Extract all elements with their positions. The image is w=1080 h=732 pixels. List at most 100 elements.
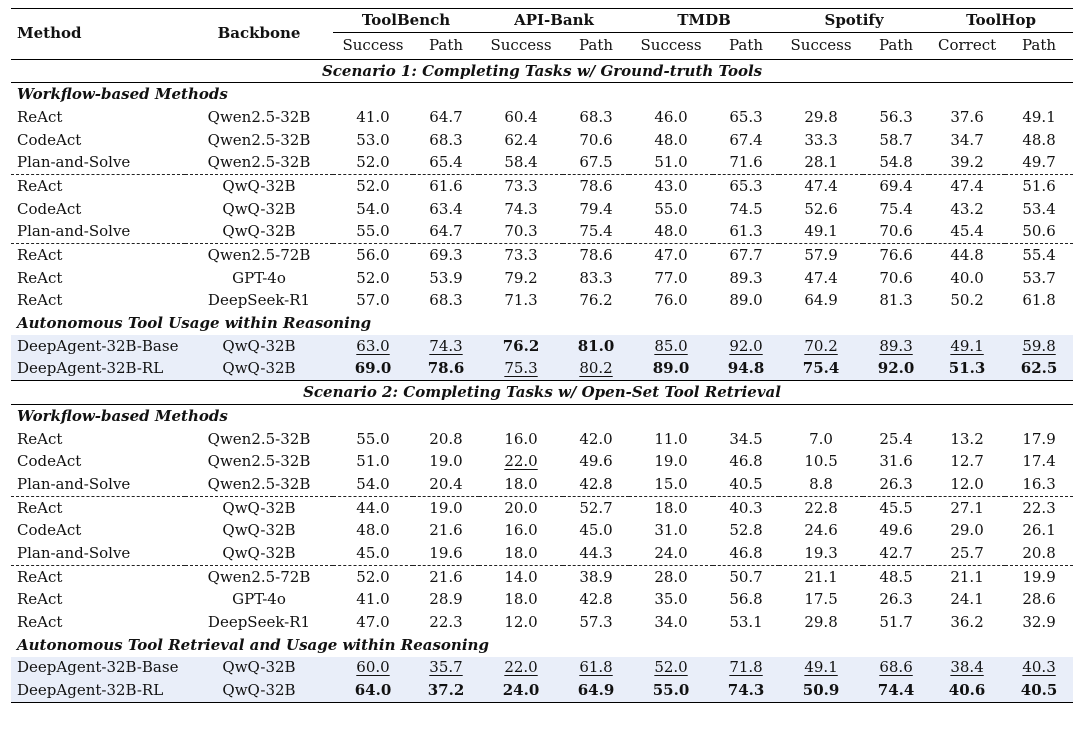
value-text: 58.4 — [504, 153, 538, 172]
value-cell: 49.1 — [779, 656, 864, 680]
value-cell: 68.3 — [413, 290, 479, 313]
value-text: 21.6 — [429, 567, 463, 586]
table-row: DeepAgent-32B-RL QwQ-32B 69.0 78.6 75.3 80.2 8… — [11, 357, 1074, 381]
value-text: 22.3 — [1022, 498, 1056, 517]
value-text: 67.4 — [729, 130, 763, 149]
value-text: 70.6 — [579, 130, 613, 149]
value-cell: 79.4 — [563, 198, 629, 221]
value-text: 89.0 — [729, 291, 763, 310]
value-text: 32.9 — [1022, 613, 1056, 632]
value-cell: 44.8 — [929, 243, 1006, 267]
table-row: Plan-and-Solve QwQ-32B 55.0 64.7 70.3 75.4 48.… — [11, 221, 1073, 244]
table-row: ReAct Qwen2.5-72B 52.0 21.6 14.0 38.9 28.0 50.7… — [11, 564, 1074, 589]
value-text: 52.0 — [356, 567, 390, 586]
value-text: 89.0 — [652, 359, 690, 378]
value-cell: 20.8 — [413, 428, 479, 451]
table-row: DeepAgent-32B-Base QwQ-32B 63.0 74.3 76.2 81.… — [11, 334, 1074, 358]
table-row: ReAct DeepSeek-R1 47.0 22.3 12.0 57.3 34.0 53.1… — [11, 611, 1073, 634]
value-cell: 64.7 — [413, 221, 479, 244]
method-cell: CodeAct — [17, 452, 82, 471]
value-cell: 34.0 — [629, 611, 713, 634]
backbone-cell: Qwen2.5-32B — [207, 107, 311, 126]
subheader: Path — [578, 36, 614, 55]
value-cell: 78.6 — [563, 174, 630, 198]
value-cell: 77.0 — [629, 267, 713, 290]
value-text: 49.1 — [804, 222, 838, 241]
backbone-cell: Qwen2.5-72B — [185, 243, 333, 267]
value-cell: 69.3 — [413, 243, 480, 267]
value-cell: 33.3 — [779, 129, 863, 152]
value-text: 18.0 — [504, 543, 538, 562]
value-text: 68.3 — [429, 130, 463, 149]
method-cell: Plan-and-Solve — [17, 153, 131, 172]
value-cell: 20.8 — [1005, 542, 1073, 565]
group-label-workflow-row: Workflow-based Methods — [11, 405, 1073, 428]
value-cell: 62.4 — [479, 129, 563, 152]
value-text: 48.0 — [356, 521, 390, 540]
value-text: 52.0 — [356, 153, 390, 172]
value-text: 75.4 — [879, 199, 913, 218]
value-text: 89.3 — [879, 336, 913, 355]
value-cell: 28.0 — [629, 564, 714, 589]
value-text: 40.0 — [950, 268, 984, 287]
value-text: 19.3 — [804, 543, 838, 562]
backbone-cell: DeepSeek-R1 — [207, 291, 311, 310]
value-text: 70.3 — [504, 222, 538, 241]
value-cell: 18.0 — [479, 542, 563, 565]
value-cell: 71.6 — [713, 151, 779, 174]
value-text: 57.0 — [356, 291, 390, 310]
value-text: 48.0 — [654, 130, 688, 149]
value-cell: 18.0 — [479, 589, 563, 612]
value-cell: 21.1 — [929, 564, 1006, 589]
value-cell: 12.0 — [929, 473, 1005, 496]
value-text: 49.1 — [950, 336, 984, 355]
value-cell: 10.5 — [779, 450, 863, 473]
value-text: 52.0 — [356, 176, 390, 195]
value-cell: 13.2 — [929, 428, 1005, 451]
value-text: 20.0 — [504, 498, 538, 517]
value-cell: 40.3 — [1005, 656, 1074, 680]
value-cell: 49.7 — [1005, 151, 1073, 174]
value-cell: 75.4 — [563, 221, 629, 244]
value-text: 45.4 — [950, 222, 984, 241]
value-cell: 76.2 — [563, 290, 629, 313]
value-cell: 52.7 — [563, 495, 630, 520]
value-cell: 49.1 — [929, 334, 1006, 358]
value-text: 26.1 — [1022, 521, 1056, 540]
value-text: 61.6 — [429, 176, 463, 195]
value-cell: 19.9 — [1005, 564, 1074, 589]
value-text: 19.9 — [1022, 567, 1056, 586]
value-text: 76.2 — [579, 291, 613, 310]
value-text: 47.4 — [804, 268, 838, 287]
value-cell: 48.8 — [1005, 129, 1073, 152]
value-cell: 26.3 — [863, 473, 929, 496]
table-row: ReAct DeepSeek-R1 57.0 68.3 71.3 76.2 76.0 89.0… — [11, 290, 1073, 313]
value-cell: 47.0 — [333, 611, 413, 634]
value-text: 80.2 — [579, 359, 613, 378]
value-text: 22.0 — [504, 658, 538, 677]
value-cell: 51.3 — [929, 357, 1006, 381]
value-text: 51.0 — [654, 153, 688, 172]
value-cell: 55.0 — [333, 221, 413, 244]
value-text: 71.6 — [729, 153, 763, 172]
backbone-cell: Qwen2.5-32B — [207, 429, 311, 448]
value-text: 34.5 — [729, 429, 763, 448]
method-cell: ReAct — [11, 495, 185, 520]
value-cell: 45.0 — [333, 542, 413, 565]
value-text: 42.8 — [579, 590, 613, 609]
group-label-autonomous-row: Autonomous Tool Usage within Reasoning — [11, 312, 1073, 335]
value-text: 19.0 — [654, 452, 688, 471]
table-row: ReAct QwQ-32B 52.0 61.6 73.3 78.6 43.0 65.3 47.4… — [11, 174, 1074, 198]
value-cell: 74.3 — [413, 334, 480, 358]
group-label-workflow: Workflow-based Methods — [17, 406, 228, 425]
value-text: 55.0 — [356, 222, 390, 241]
value-text: 74.5 — [729, 199, 763, 218]
value-cell: 32.9 — [1005, 611, 1073, 634]
value-text: 52.0 — [356, 268, 390, 287]
value-cell: 89.0 — [713, 290, 779, 313]
value-text: 37.2 — [427, 681, 465, 700]
value-cell: 52.0 — [629, 656, 714, 680]
method-cell: ReAct — [17, 291, 63, 310]
value-text: 44.3 — [579, 543, 613, 562]
value-cell: 55.0 — [333, 428, 413, 451]
